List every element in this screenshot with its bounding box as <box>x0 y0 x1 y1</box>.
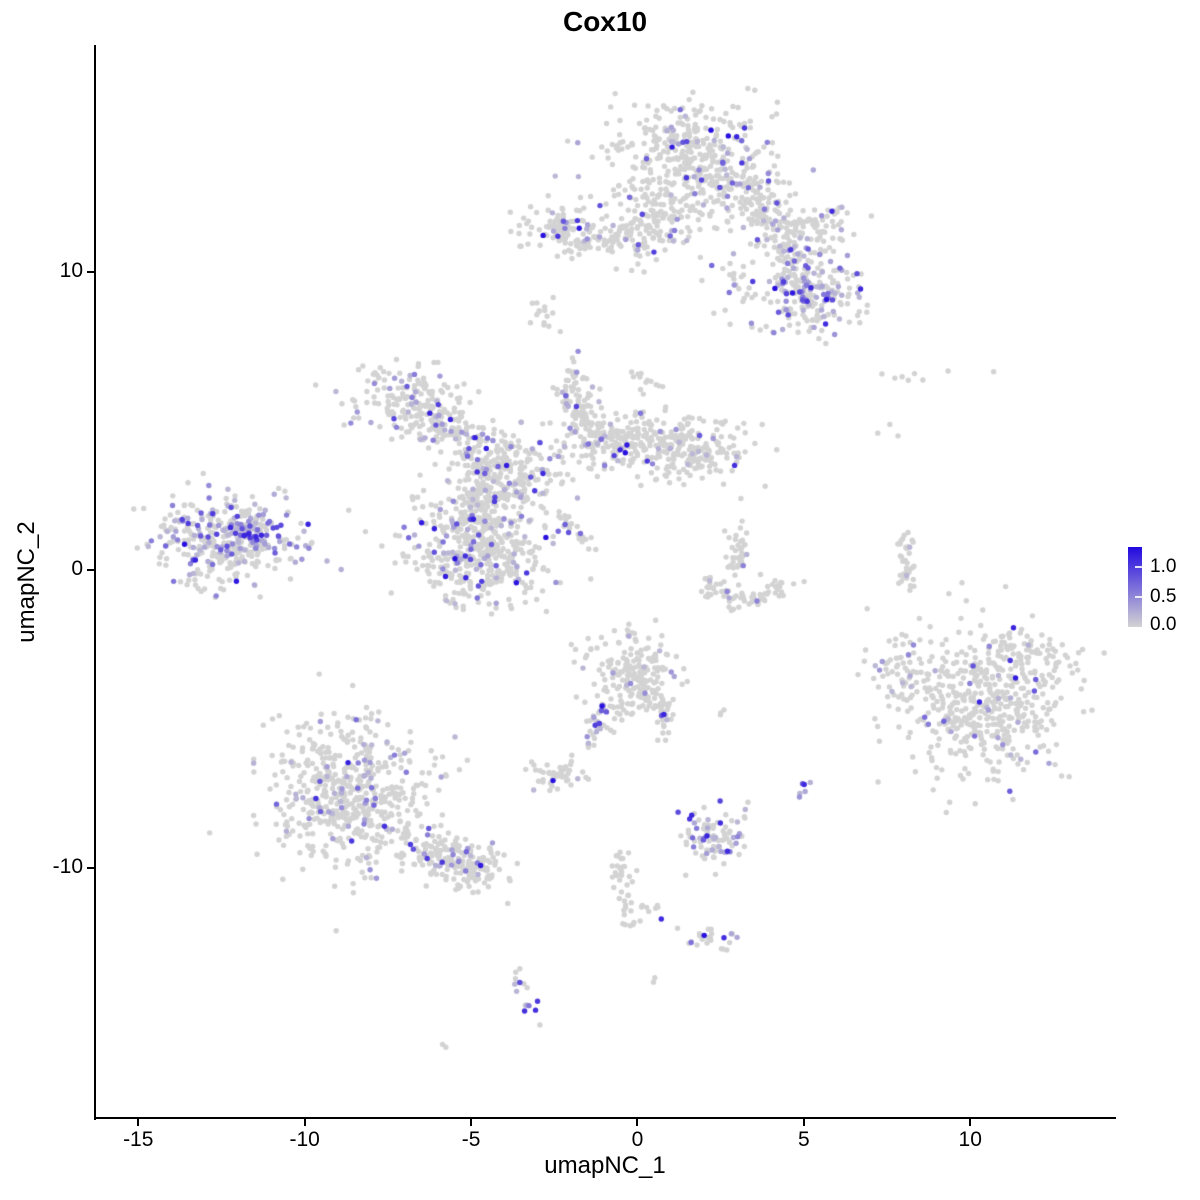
x-tick-mark <box>470 1119 473 1126</box>
y-axis-line <box>94 45 96 1120</box>
x-tick-label: -10 <box>289 1128 320 1151</box>
y-tick-mark <box>87 568 94 571</box>
x-tick-label: -15 <box>123 1128 154 1151</box>
x-tick-mark <box>636 1119 639 1126</box>
x-tick-label: -5 <box>461 1128 481 1151</box>
x-axis-title: umapNC_1 <box>544 1152 666 1179</box>
y-tick-mark <box>87 866 94 869</box>
x-tick-mark <box>969 1119 972 1126</box>
y-axis-title: umapNC_2 <box>13 521 40 643</box>
x-tick-mark <box>303 1119 306 1126</box>
x-tick-mark <box>137 1119 140 1126</box>
legend-tick-mark <box>1135 595 1142 598</box>
x-tick-mark <box>802 1119 805 1126</box>
legend-tick-label: 0.5 <box>1150 585 1177 607</box>
y-tick-mark <box>87 270 94 273</box>
y-tick-label: 10 <box>59 258 83 282</box>
legend-gradient-bar <box>1128 547 1142 627</box>
x-axis-line <box>94 1117 1116 1119</box>
y-tick-label: 0 <box>71 556 83 580</box>
x-tick-label: 0 <box>631 1128 644 1151</box>
legend-tick-label: 1.0 <box>1150 555 1177 577</box>
x-tick-label: 5 <box>797 1128 810 1151</box>
legend-tick-mark <box>1135 565 1142 568</box>
legend-tick-label: 0.0 <box>1150 614 1177 635</box>
x-tick-label: 10 <box>958 1128 982 1151</box>
y-tick-label: -10 <box>52 854 83 878</box>
